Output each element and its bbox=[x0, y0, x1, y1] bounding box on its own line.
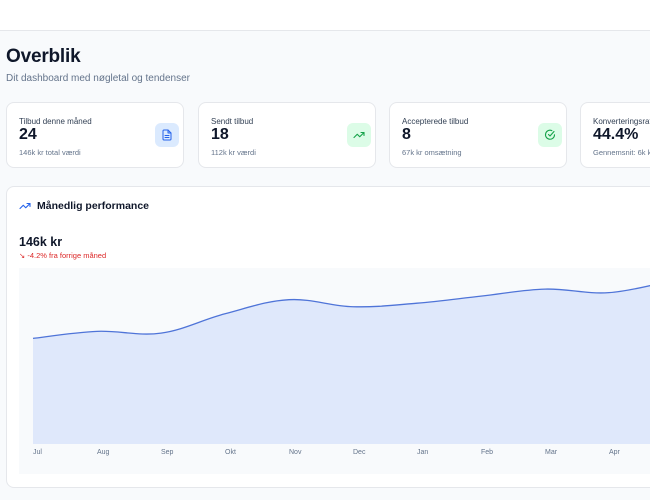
chart-area-fill bbox=[33, 285, 650, 444]
stat-label: Konverteringsrat bbox=[593, 117, 650, 126]
trending-up-icon bbox=[19, 202, 31, 210]
metric-change: ↘ -4.2% fra forrige måned bbox=[19, 251, 107, 260]
stat-label: Accepterede tilbud bbox=[402, 117, 469, 126]
stat-card-sent-quotes[interactable]: Sendt tilbud 18 112k kr værdi bbox=[198, 102, 376, 168]
top-bar bbox=[0, 0, 650, 31]
monthly-performance-panel: Månedlig performance 146k kr ↘ -4.2% fra… bbox=[6, 186, 650, 488]
x-tick-label: Mar bbox=[545, 449, 558, 456]
stat-value: 18 bbox=[211, 126, 229, 143]
stat-label: Sendt tilbud bbox=[211, 117, 254, 126]
stat-sub: Gennemsnit: 6k k bbox=[593, 148, 650, 157]
x-tick-label: Apr bbox=[609, 449, 621, 456]
stat-sub: 146k kr total værdi bbox=[19, 148, 81, 157]
x-tick-label: Okt bbox=[225, 449, 236, 456]
page-title: Overblik bbox=[6, 46, 81, 67]
x-tick-label: Dec bbox=[353, 449, 366, 456]
trending-up-icon bbox=[347, 123, 371, 147]
stat-card-conversion-rate[interactable]: Konverteringsrat 44.4% Gennemsnit: 6k k bbox=[580, 102, 650, 168]
stat-card-quotes-month[interactable]: Tilbud denne måned 24 146k kr total værd… bbox=[6, 102, 184, 168]
x-tick-label: Sep bbox=[161, 449, 174, 456]
x-tick-label: Jan bbox=[417, 449, 428, 456]
panel-title: Månedlig performance bbox=[37, 200, 150, 212]
stat-value: 8 bbox=[402, 126, 411, 143]
x-tick-label: Feb bbox=[481, 449, 493, 456]
stat-value: 44.4% bbox=[593, 126, 639, 143]
x-tick-label: Nov bbox=[289, 449, 302, 456]
x-tick-label: Aug bbox=[97, 449, 110, 456]
chart-svg: JulAugSepOktNovDecJanFebMarAprMaj bbox=[32, 284, 650, 456]
panel-header: Månedlig performance bbox=[19, 200, 149, 212]
document-icon bbox=[155, 123, 179, 147]
x-tick-label: Jul bbox=[33, 449, 42, 456]
chart-line bbox=[32, 284, 650, 340]
performance-chart: JulAugSepOktNovDecJanFebMarAprMaj bbox=[19, 268, 650, 474]
stat-sub: 67k kr omsætning bbox=[402, 148, 462, 157]
page-subtitle: Dit dashboard med nøgletal og tendenser bbox=[6, 73, 191, 84]
stat-value: 24 bbox=[19, 126, 37, 143]
check-circle-icon bbox=[538, 123, 562, 147]
stat-label: Tilbud denne måned bbox=[19, 117, 92, 126]
metric-value: 146k kr bbox=[19, 235, 63, 249]
stat-card-accepted-quotes[interactable]: Accepterede tilbud 8 67k kr omsætning bbox=[389, 102, 567, 168]
stat-sub: 112k kr værdi bbox=[211, 148, 256, 157]
